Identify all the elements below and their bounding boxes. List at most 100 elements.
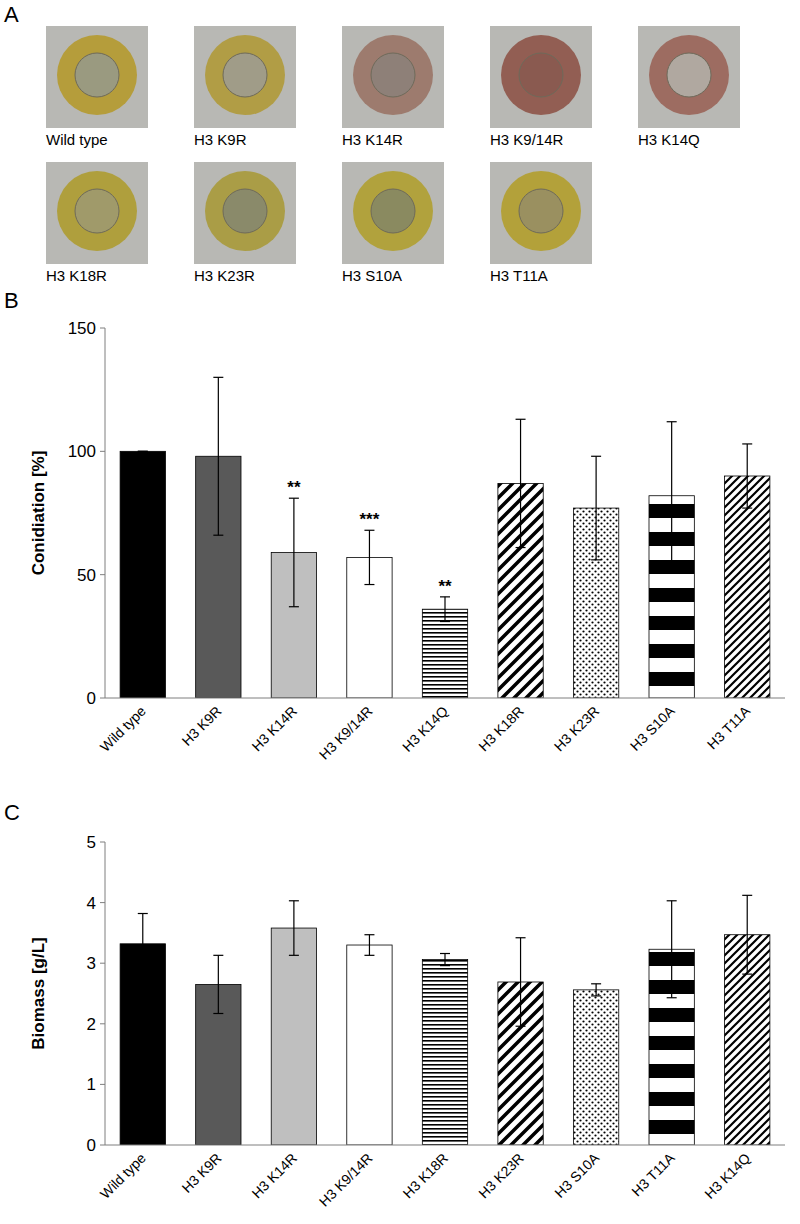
plot-area xyxy=(120,377,770,698)
category-label: H3 K9R xyxy=(178,703,224,749)
tick xyxy=(100,451,105,452)
error-cap xyxy=(138,451,148,452)
category-label: H3 T11A xyxy=(704,702,754,752)
error-cap xyxy=(516,937,526,938)
error-bar xyxy=(667,422,677,570)
error-cap xyxy=(138,974,148,975)
error-cap xyxy=(516,419,526,420)
error-bar xyxy=(138,914,148,975)
error-bar xyxy=(667,901,677,998)
axis-title: Biomass [g/L] xyxy=(29,937,48,1049)
bar xyxy=(573,990,618,1145)
tick-label: 0 xyxy=(87,689,96,708)
tick xyxy=(100,1023,105,1024)
error-bar xyxy=(364,530,374,584)
tick xyxy=(100,963,105,964)
error-cap xyxy=(591,995,601,996)
error-bar xyxy=(742,444,752,508)
panel-label: C xyxy=(4,800,20,825)
category-label: H3 K23R xyxy=(551,703,602,754)
image-label: H3 K18R xyxy=(46,267,107,284)
halo xyxy=(57,35,137,115)
tick-label: 150 xyxy=(68,319,96,338)
x-axis xyxy=(105,1145,785,1146)
error-bar xyxy=(516,938,526,1026)
error-bar xyxy=(591,984,601,996)
error-cap xyxy=(742,507,752,508)
error-cap xyxy=(364,530,374,531)
error-cap xyxy=(364,584,374,585)
bar xyxy=(120,451,165,698)
halo xyxy=(205,171,285,251)
plate-background xyxy=(194,26,296,128)
error-line xyxy=(142,914,143,975)
image-label: H3 K14Q xyxy=(638,131,700,148)
tick-label: 50 xyxy=(77,566,96,585)
error-bar xyxy=(440,954,450,966)
error-cap xyxy=(289,606,299,607)
image-label: H3 S10A xyxy=(342,267,402,284)
error-cap xyxy=(213,1013,223,1014)
error-cap xyxy=(667,900,677,901)
panel-label: A xyxy=(4,2,19,27)
halo xyxy=(353,171,433,251)
error-line xyxy=(444,597,445,622)
colony xyxy=(75,189,119,233)
significance: ** xyxy=(287,478,301,497)
tick xyxy=(100,1145,105,1146)
error-line xyxy=(218,955,219,1013)
bar xyxy=(271,928,316,1145)
plot-area xyxy=(120,895,770,1145)
colony-image xyxy=(638,26,740,128)
error-bar xyxy=(591,456,601,560)
error-cap xyxy=(138,913,148,914)
colony xyxy=(75,53,119,97)
y-axis xyxy=(105,328,106,698)
error-cap xyxy=(213,377,223,378)
tick xyxy=(100,328,105,329)
error-cap xyxy=(667,421,677,422)
colony xyxy=(667,53,711,97)
plate-background xyxy=(342,162,444,264)
error-cap xyxy=(591,983,601,984)
tick-label: 4 xyxy=(87,894,96,913)
colony-image xyxy=(490,162,592,264)
significance: ** xyxy=(438,577,452,596)
category-label: H3 K23R xyxy=(475,1150,526,1201)
colony xyxy=(371,189,415,233)
error-line xyxy=(293,901,294,956)
image-label: H3 K9/14R xyxy=(490,131,564,148)
error-cap xyxy=(364,934,374,935)
error-cap xyxy=(138,451,148,452)
error-cap xyxy=(289,900,299,901)
colony-image xyxy=(46,26,148,128)
error-cap xyxy=(440,965,450,966)
error-bar xyxy=(289,901,299,956)
image-label: H3 T11A xyxy=(490,267,548,284)
bar xyxy=(422,609,467,698)
error-line xyxy=(596,984,597,996)
category-label: H3 K9R xyxy=(178,1150,224,1196)
category-label: H3 K14R xyxy=(249,703,300,754)
error-cap xyxy=(516,547,526,548)
colony xyxy=(223,189,267,233)
bar xyxy=(725,476,770,698)
tick xyxy=(100,842,105,843)
error-cap xyxy=(591,559,601,560)
halo xyxy=(649,35,729,115)
error-line xyxy=(671,901,672,998)
plate-background xyxy=(342,26,444,128)
error-cap xyxy=(440,596,450,597)
colony-image xyxy=(342,162,444,264)
error-cap xyxy=(667,997,677,998)
plate-background xyxy=(46,162,148,264)
error-line xyxy=(444,954,445,966)
tick xyxy=(100,698,105,699)
error-bar xyxy=(213,377,223,535)
significance: *** xyxy=(360,510,380,529)
error-line xyxy=(369,935,370,956)
error-bar xyxy=(440,597,450,622)
error-cap xyxy=(364,955,374,956)
colony xyxy=(519,53,563,97)
tick-label: 1 xyxy=(87,1075,96,1094)
